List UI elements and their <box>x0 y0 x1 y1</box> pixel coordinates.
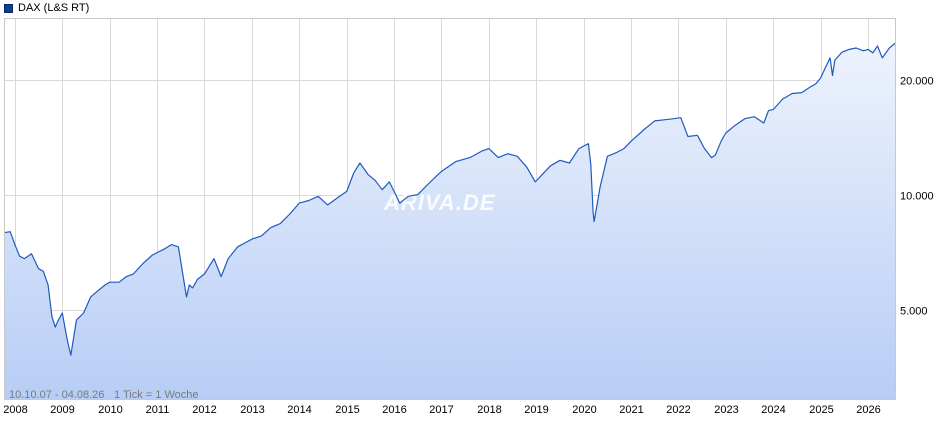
x-tick-label: 2026 <box>856 404 880 416</box>
area-layer <box>4 42 896 400</box>
date-range-note: 10.10.07 - 04.08.26 <box>9 389 104 401</box>
y-tick-label: 5.000 <box>900 306 928 318</box>
plot-frame <box>4 18 896 400</box>
line-layer <box>4 42 896 356</box>
x-tick-label: 2009 <box>50 404 74 416</box>
area-fill <box>4 42 896 400</box>
x-tick-label: 2013 <box>240 404 264 416</box>
watermark: ARIVA.DE <box>383 190 496 215</box>
x-axis: 2008 2009 2010 2011 2012 2013 2014 2015 2016 2017… <box>3 404 880 416</box>
x-tick-label: 2020 <box>572 404 596 416</box>
x-tick-label: 2021 <box>619 404 643 416</box>
x-tick-label: 2015 <box>335 404 359 416</box>
y-tick-label: 20.000 <box>900 76 934 88</box>
x-tick-label: 2023 <box>714 404 738 416</box>
x-tick-label: 2008 <box>3 404 27 416</box>
x-tick-label: 2011 <box>146 404 170 416</box>
y-tick-label: 10.000 <box>900 191 934 203</box>
y-axis: 5.000 10.000 20.000 <box>900 76 934 318</box>
x-tick-label: 2012 <box>192 404 216 416</box>
tick-info-note: 1 Tick = 1 Woche <box>114 389 198 401</box>
series-line <box>4 42 896 356</box>
x-tick-label: 2019 <box>524 404 548 416</box>
x-tick-label: 2025 <box>809 404 833 416</box>
legend-label: DAX (L&S RT) <box>18 2 90 14</box>
x-tick-label: 2014 <box>287 404 311 416</box>
x-tick-label: 2022 <box>666 404 690 416</box>
x-tick-label: 2010 <box>98 404 122 416</box>
x-tick-label: 2016 <box>382 404 406 416</box>
legend-swatch <box>4 3 13 13</box>
x-tick-label: 2024 <box>761 404 785 416</box>
x-tick-label: 2017 <box>429 404 453 416</box>
x-tick-label: 2018 <box>477 404 501 416</box>
chart-legend: DAX (L&S RT) <box>4 1 89 15</box>
